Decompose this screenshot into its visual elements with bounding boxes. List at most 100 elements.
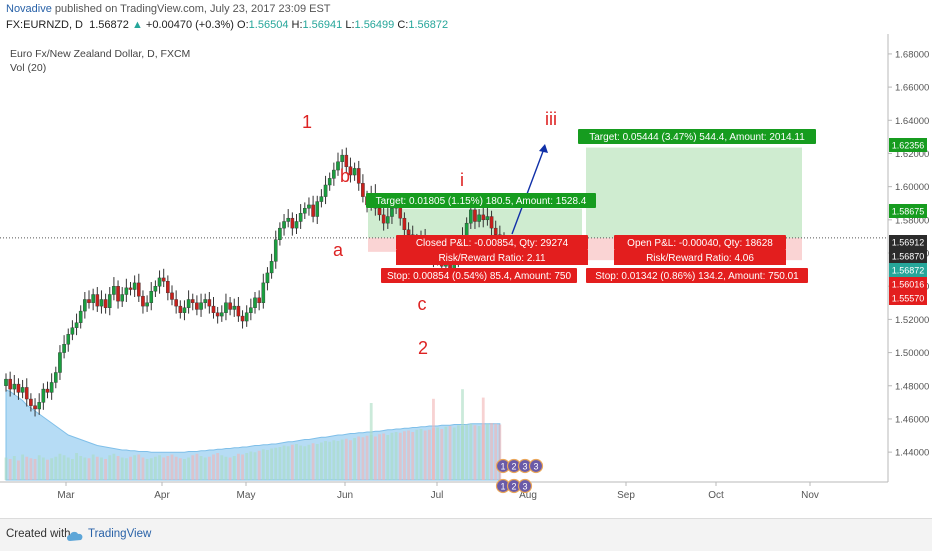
candle: [107, 294, 112, 308]
volume-bar: [37, 455, 41, 480]
candle: [29, 398, 33, 406]
candle: [186, 299, 191, 308]
volume-bar: [79, 456, 83, 480]
candle: [327, 178, 332, 186]
volume-bar: [41, 457, 45, 480]
volume-bar: [212, 454, 215, 480]
candle: [4, 378, 8, 386]
price-tag-label: 1.56870: [892, 252, 925, 262]
event-badge-icon[interactable]: [528, 458, 544, 474]
candle: [344, 154, 349, 167]
projection-arrow[interactable]: [511, 145, 546, 235]
volume-bar: [278, 447, 282, 480]
author-link[interactable]: Novadive: [6, 3, 52, 15]
candle: [49, 382, 54, 393]
second-position-profit-zone[interactable]: [586, 147, 802, 238]
candle: [70, 327, 75, 335]
volume-bar: [465, 424, 469, 480]
open-value: 1.56504: [248, 19, 289, 31]
volume-bar: [162, 457, 166, 480]
volume-bar: [361, 437, 365, 480]
volume-bar: [29, 458, 33, 480]
volume-bar: [344, 438, 348, 480]
volume-bar: [241, 454, 244, 480]
candle: [282, 221, 286, 229]
price-tag-label: 1.58675: [892, 207, 925, 217]
created-with-text: Created with: [6, 528, 71, 540]
volume-bar: [145, 459, 149, 480]
candle: [477, 214, 481, 222]
candle: [265, 272, 270, 284]
candle: [95, 294, 100, 307]
candle: [20, 387, 25, 393]
candle: [493, 227, 498, 235]
candle: [340, 154, 344, 162]
time-tick-label: Nov: [801, 490, 819, 501]
price-tag-label: 1.56016: [892, 280, 925, 290]
volume-bar: [407, 430, 410, 480]
candle: [361, 183, 365, 197]
volume-bar: [108, 455, 112, 480]
tradingview-brand-link[interactable]: TradingView: [88, 528, 152, 540]
volume-bar: [203, 457, 207, 480]
volume-legend: Vol (20): [10, 62, 47, 74]
candle: [24, 387, 29, 400]
volume-bar: [274, 447, 278, 480]
candle: [303, 208, 307, 214]
volume-spike-bar: [432, 398, 435, 480]
candle: [219, 312, 224, 317]
volume-bar: [490, 423, 493, 480]
price-change: +0.00470 (+0.3%): [145, 19, 234, 31]
first-rr-bg: [396, 250, 588, 265]
candle: [199, 302, 203, 310]
price-tag: [889, 263, 927, 277]
price-tag-label: 1.62356: [892, 141, 925, 151]
candle: [269, 261, 274, 274]
volume-bar: [75, 453, 78, 480]
second-target-label: Target: 0.05444 (3.47%) 544.4, Amount: 2…: [589, 132, 805, 143]
volume-bar: [191, 455, 195, 480]
candle: [249, 307, 253, 313]
volume-bar: [220, 455, 224, 480]
volume-bar: [411, 432, 415, 480]
second-stop-label: Stop: 0.01342 (0.86%) 134.2, Amount: 750…: [595, 271, 799, 282]
volume-bar: [124, 458, 128, 480]
chart-header: Novadive published on TradingView.com, J…: [0, 0, 932, 34]
price-tick-label: 1.44000: [895, 448, 929, 459]
event-badge-label: 3: [522, 482, 527, 492]
volume-bar: [473, 425, 477, 480]
volume-bar: [378, 434, 381, 480]
volume-bar: [320, 442, 323, 480]
volume-bar: [373, 436, 377, 480]
candle: [145, 302, 149, 307]
candle: [182, 307, 187, 313]
candle: [8, 378, 12, 390]
tradingview-cloud-icon: [67, 531, 83, 541]
volume-bar: [403, 431, 406, 480]
volume-bar: [158, 455, 161, 480]
volume-bar: [228, 457, 232, 480]
footer-bar: Created with TradingView: [0, 518, 932, 551]
candle: [66, 334, 71, 345]
price-tick-label: 1.50000: [895, 348, 929, 359]
volume-bar: [336, 441, 340, 480]
candle: [103, 299, 108, 308]
candle: [489, 216, 494, 229]
volume-bar: [8, 459, 12, 480]
high-value: 1.56941: [302, 19, 343, 31]
candle: [83, 299, 87, 312]
volume-bar: [116, 456, 120, 480]
volume-bar: [66, 457, 70, 480]
price-chart[interactable]: 1.440001.460001.480001.500001.520001.540…: [0, 34, 932, 518]
volume-bar: [332, 440, 336, 480]
candle: [41, 388, 46, 403]
price-tag-label: 1.56912: [892, 238, 925, 248]
candle: [33, 405, 37, 410]
open-label: O:: [237, 19, 249, 31]
volume-bar: [149, 458, 153, 480]
time-tick-label: Jun: [337, 490, 353, 501]
candle: [136, 282, 141, 297]
candle: [91, 294, 95, 303]
event-badge-icon[interactable]: [517, 478, 533, 494]
candle: [161, 277, 166, 282]
